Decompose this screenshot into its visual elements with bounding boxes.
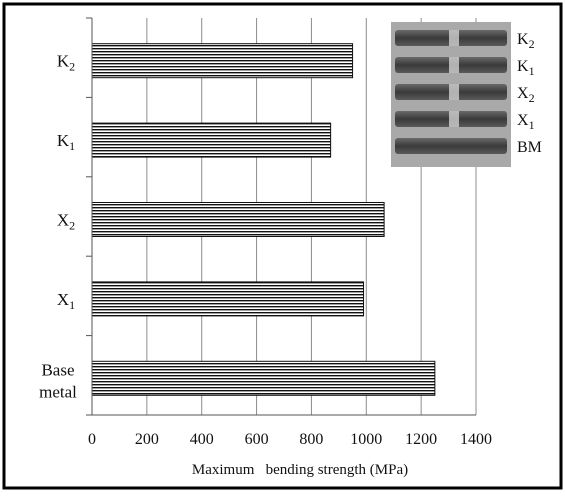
x-tick-label: 600 [245, 431, 269, 448]
weld-zone [449, 111, 459, 127]
x-tick-label: 400 [190, 431, 214, 448]
specimen-photo-inset: K2 K1 X2 X1 BM [391, 22, 542, 167]
category-labels: K2 K1 X2 X1 Base metal [39, 52, 77, 402]
bar [91, 360, 436, 396]
x-tick-label: 800 [299, 431, 323, 448]
photo-labels: K2 K1 X2 X1 BM [517, 31, 542, 156]
photo-label: X2 [517, 85, 535, 105]
x-tick-label: 1000 [350, 431, 382, 448]
bar [91, 202, 385, 237]
bar [91, 281, 365, 317]
bar [91, 43, 354, 79]
x-axis-title: Maximum bending strength (MPa) [192, 462, 408, 478]
photo-label: X1 [517, 112, 535, 132]
photo-specimens [395, 30, 507, 154]
x-tick-label: 0 [88, 431, 96, 448]
bar [91, 122, 332, 158]
photo-label: K1 [517, 58, 535, 78]
photo-label: BM [517, 139, 542, 156]
bars [91, 43, 436, 396]
category-label: X2 [57, 211, 75, 233]
x-tick-label: 1200 [405, 431, 437, 448]
photo-label: K2 [517, 31, 535, 51]
x-tick-label: 1400 [460, 431, 492, 448]
weld-zone [449, 30, 459, 46]
x-tick-label: 200 [135, 431, 159, 448]
weld-zone [449, 57, 459, 73]
specimen-bar [395, 138, 507, 154]
axes [86, 17, 476, 416]
weld-zone [449, 84, 459, 100]
category-label: K1 [57, 131, 75, 153]
category-label: metal [39, 382, 77, 401]
category-label: K2 [57, 52, 75, 74]
category-label: Base [41, 360, 74, 379]
category-label: X1 [57, 290, 75, 312]
x-tick-labels: 0 200 400 600 800 1000 1200 1400 [88, 431, 492, 448]
